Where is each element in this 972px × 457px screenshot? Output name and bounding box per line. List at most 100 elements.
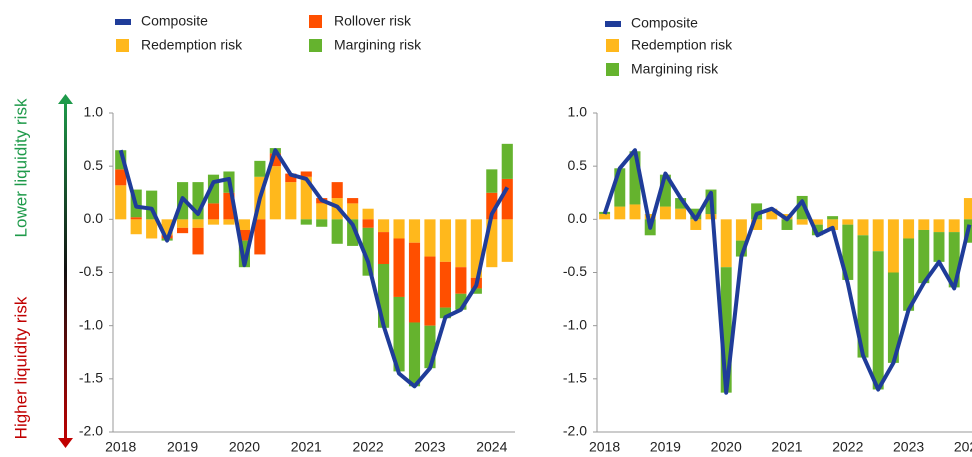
legend-label: Rollover risk [334,13,412,29]
y-tick-label: -1.0 [563,316,587,332]
bar-segment [347,198,359,204]
bar-segment [811,224,823,236]
bar-segment [285,182,297,220]
x-tick-label: 2022 [832,439,863,455]
bar-segment [115,150,127,170]
bar-segment [146,190,158,220]
risk-arrow [58,94,73,448]
bar-segment [766,208,778,220]
bar-segment [470,219,482,278]
x-tick-label: 2018 [105,439,136,455]
bar-segment [948,219,960,233]
bar-segment [811,219,823,225]
bar-segment [690,219,702,230]
legend-label: Redemption risk [141,37,243,53]
bar-segment [362,208,374,220]
bar-segment [501,143,513,179]
x-tick-label: 2023 [414,439,445,455]
bar-segment [918,219,930,230]
bar-segment [424,256,436,326]
bar-segment [903,238,915,311]
legend-swatch [116,39,129,52]
y-tick-label: 0.5 [568,157,588,173]
bar-segment [207,203,220,220]
y-tick-label: -0.5 [79,263,103,279]
bar-segment [316,203,328,220]
x-tick-label: 2021 [771,439,802,455]
y-tick-label: -1.5 [79,370,103,386]
x-tick-label: 2022 [353,439,384,455]
bar-segment [735,240,747,257]
bar-segment [872,251,884,390]
legend-label: Margining risk [631,61,719,77]
bar-segment [644,214,656,220]
bar-segment [115,169,127,186]
bar-segment [887,272,899,363]
bar-segment [720,267,732,393]
bar-segment [393,238,405,297]
y-tick-label: 0.0 [84,210,104,226]
bar-segment [316,219,328,227]
bar-segment [408,219,421,243]
y-tick-label: 0.5 [84,157,104,173]
y-tick-label: -2.0 [563,423,587,439]
bar-segment [207,219,220,225]
x-tick-label: 2024 [476,439,507,455]
bar-segment [501,219,513,262]
bar-segment [362,219,374,228]
bar-segment [614,168,626,207]
bar-segment [675,198,687,209]
bar-segment [207,174,220,204]
bar-segment [948,232,960,288]
bar-segment [842,219,854,225]
bar-segment [501,178,513,220]
legend-label: Redemption risk [631,37,733,53]
bar-segment [735,219,747,241]
bar-segment [130,219,142,235]
annotation: Lower liquidity risk [11,98,30,237]
annotation: Higher liquidity risk [11,296,30,439]
bar-segment [192,182,204,220]
bar-segment [827,216,839,220]
bar-segment [254,219,266,255]
x-tick-label: 2023 [893,439,924,455]
x-tick-label: 2020 [229,439,260,455]
bar-segment [690,208,702,220]
legend-swatch [309,15,322,28]
bar-segment [424,219,436,257]
y-tick-label: -0.5 [563,263,587,279]
bar-segment [857,235,869,358]
bar-segment [439,307,451,319]
bar-segment [424,325,436,369]
composite-line [118,148,510,389]
bar-segment [857,219,869,236]
bar-segment [963,198,972,220]
bar-segment [115,185,127,220]
bar-segment [439,219,451,262]
bar-segment [470,288,482,294]
bar-segment [486,219,498,268]
bar-segment [872,219,884,252]
y-tick-label: 1.0 [568,104,588,120]
bar-segment [675,208,687,220]
composite-line [602,148,972,395]
y-tick-label: -1.0 [79,316,103,332]
bar-segment [781,219,793,230]
x-tick-label: 2020 [711,439,742,455]
bar-segment [238,229,250,241]
bar-segment [486,169,498,193]
bar-segment [331,219,343,244]
y-tick-label: 0.0 [568,210,588,226]
bar-segment [827,219,839,230]
bar-segment [331,182,343,199]
y-tick-label: -2.0 [79,423,103,439]
bar-segment [161,219,173,236]
bar-segment [393,219,405,239]
bar-segment [751,219,763,230]
x-tick-label: 2019 [167,439,198,455]
bar-segment [300,176,312,220]
bar-segment [408,242,421,323]
bar-segment [362,227,374,276]
bar-segment [393,296,405,372]
